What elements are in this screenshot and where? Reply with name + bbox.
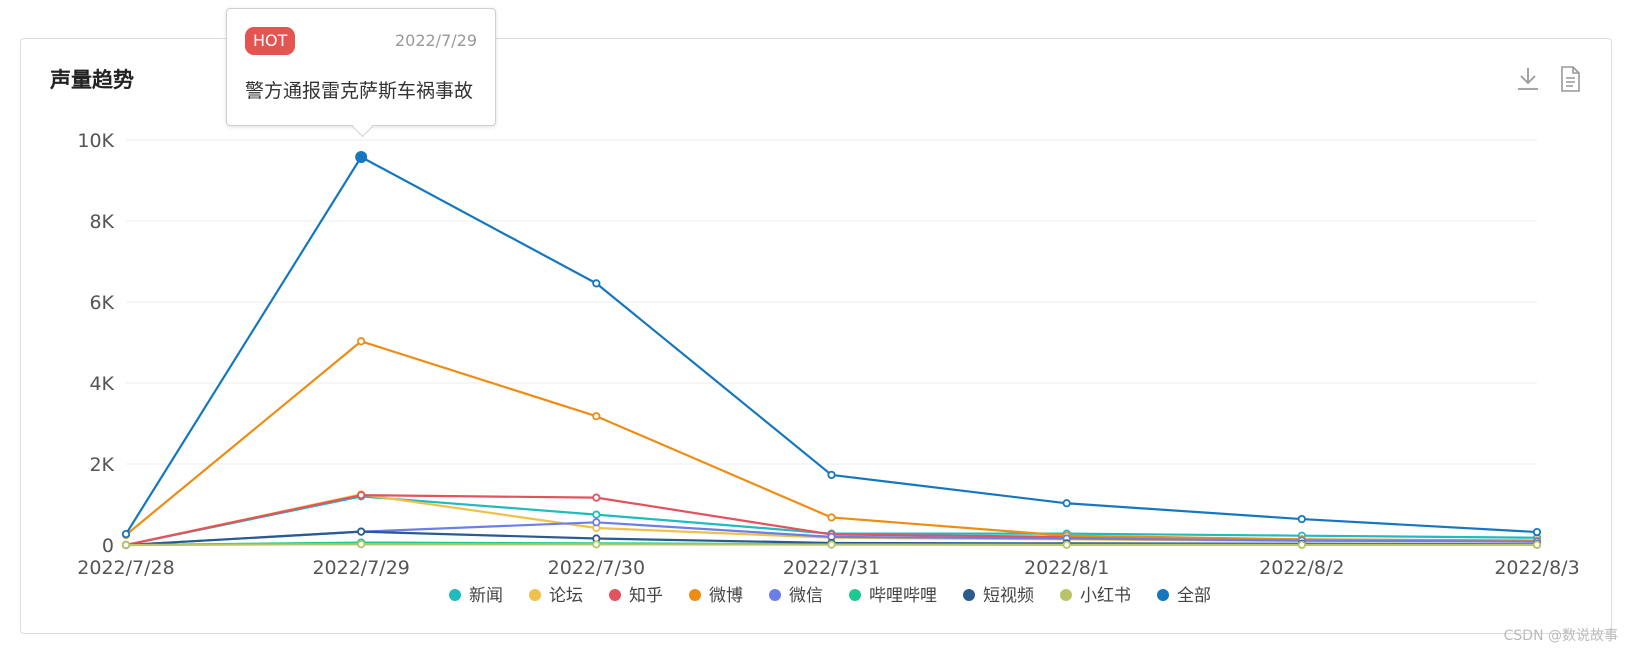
data-point[interactable] <box>592 412 601 421</box>
data-point[interactable] <box>121 529 131 539</box>
data-point[interactable] <box>1062 499 1071 508</box>
tooltip-date: 2022/7/29 <box>394 31 477 50</box>
data-point[interactable] <box>592 279 601 288</box>
x-tick-label: 2022/7/28 <box>77 557 174 579</box>
data-point[interactable] <box>1297 514 1306 524</box>
y-tick-label: 6K <box>89 292 114 314</box>
hot-tooltip: HOT 2022/7/29 警方通报雷克萨斯车祸事故 <box>226 8 496 138</box>
document-icon[interactable] <box>1557 64 1583 94</box>
legend-item[interactable]: 短视频 <box>962 586 1034 606</box>
legend-item[interactable]: 全部 <box>1156 586 1211 606</box>
data-point[interactable] <box>827 513 836 522</box>
legend-label: 哔哩哔哩 <box>869 586 937 606</box>
data-point[interactable] <box>1297 540 1306 549</box>
y-tick-label: 0 <box>102 535 114 557</box>
legend-item[interactable]: 新闻 <box>449 586 503 606</box>
legend-marker <box>449 589 462 601</box>
data-point[interactable] <box>357 491 366 500</box>
data-point[interactable] <box>121 540 131 550</box>
x-tick-label: 2022/7/30 <box>548 557 645 579</box>
data-point[interactable] <box>1062 540 1071 549</box>
legend-label: 微博 <box>709 586 743 606</box>
legend-marker <box>1156 589 1169 601</box>
legend-label: 全部 <box>1177 586 1211 606</box>
data-point[interactable] <box>592 518 601 527</box>
highlighted-point[interactable] <box>355 151 368 164</box>
legend-label: 论坛 <box>549 586 583 606</box>
legend-item[interactable]: 微博 <box>689 586 743 606</box>
tooltip-event-text: 警方通报雷克萨斯车祸事故 <box>245 80 474 102</box>
card-title: 声量趋势 <box>50 68 134 92</box>
x-tick-label: 2022/7/29 <box>312 557 409 579</box>
y-tick-label: 10K <box>77 130 114 152</box>
data-point[interactable] <box>592 493 601 502</box>
legend-item[interactable]: 论坛 <box>529 586 583 606</box>
hot-badge: HOT <box>245 27 296 55</box>
legend-label: 新闻 <box>469 586 503 606</box>
data-point[interactable] <box>357 540 366 549</box>
data-point[interactable] <box>1532 540 1542 549</box>
data-point[interactable] <box>1532 527 1542 537</box>
data-point[interactable] <box>592 510 601 519</box>
axis-labels: 0 2K 4K 6K 8K 10K 2022/7/28 2022/7/29 2022/7/30 2… <box>77 130 1579 579</box>
data-point[interactable] <box>827 540 836 549</box>
data-point[interactable] <box>827 470 836 480</box>
y-tick-label: 2K <box>89 454 114 476</box>
legend-label: 短视频 <box>983 586 1034 606</box>
legend-marker <box>1059 589 1072 601</box>
legend-marker <box>769 589 782 601</box>
legend: 新闻 论坛 知乎 微博 微信 哔哩哔哩 短视频 小红书 全部 <box>449 586 1211 606</box>
legend-label: 知乎 <box>629 586 663 606</box>
data-point[interactable] <box>592 540 601 549</box>
legend-marker <box>962 589 975 601</box>
legend-marker <box>609 589 622 601</box>
legend-item[interactable]: 小红书 <box>1059 586 1131 606</box>
y-tick-label: 4K <box>89 373 114 395</box>
grid-lines <box>126 139 1537 546</box>
series-lines <box>121 151 1542 550</box>
legend-marker <box>689 589 702 601</box>
watermark: CSDN @数说故事 <box>1503 628 1618 644</box>
x-tick-label: 2022/7/31 <box>783 557 880 579</box>
series-line <box>125 340 1538 542</box>
data-point[interactable] <box>357 337 366 346</box>
x-tick-label: 2022/8/1 <box>1024 557 1109 579</box>
x-tick-label: 2022/8/3 <box>1494 557 1579 579</box>
legend-label: 小红书 <box>1080 586 1131 606</box>
legend-item[interactable]: 微信 <box>769 586 823 606</box>
legend-marker <box>529 589 542 601</box>
y-tick-label: 8K <box>89 211 114 233</box>
data-point[interactable] <box>357 527 366 536</box>
legend-item[interactable]: 知乎 <box>609 586 663 606</box>
x-tick-label: 2022/8/2 <box>1259 557 1344 579</box>
legend-marker <box>849 589 862 601</box>
legend-label: 微信 <box>789 586 823 606</box>
download-icon[interactable] <box>1515 64 1541 94</box>
legend-item[interactable]: 哔哩哔哩 <box>849 586 937 606</box>
trend-card <box>20 38 1612 634</box>
